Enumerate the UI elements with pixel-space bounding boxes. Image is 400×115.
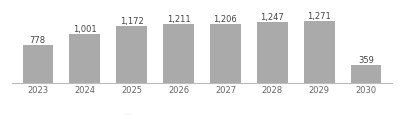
Text: 778: 778	[30, 36, 46, 45]
Bar	[304, 22, 334, 83]
Bar	[210, 25, 241, 83]
Bar	[116, 26, 147, 83]
Text: 1,271: 1,271	[308, 12, 331, 21]
Bar	[351, 66, 382, 83]
Bar	[163, 24, 194, 83]
Bar	[257, 23, 288, 83]
Text: 1,206: 1,206	[214, 15, 237, 24]
Text: 359: 359	[358, 56, 374, 65]
Text: 1,172: 1,172	[120, 17, 144, 26]
Bar	[70, 35, 100, 83]
Legend: Underground Mine Output (TPD): Underground Mine Output (TPD)	[124, 114, 280, 115]
Text: 1,247: 1,247	[260, 13, 284, 22]
Bar	[22, 45, 53, 83]
Text: 1,211: 1,211	[167, 15, 190, 24]
Text: 1,001: 1,001	[73, 25, 96, 34]
